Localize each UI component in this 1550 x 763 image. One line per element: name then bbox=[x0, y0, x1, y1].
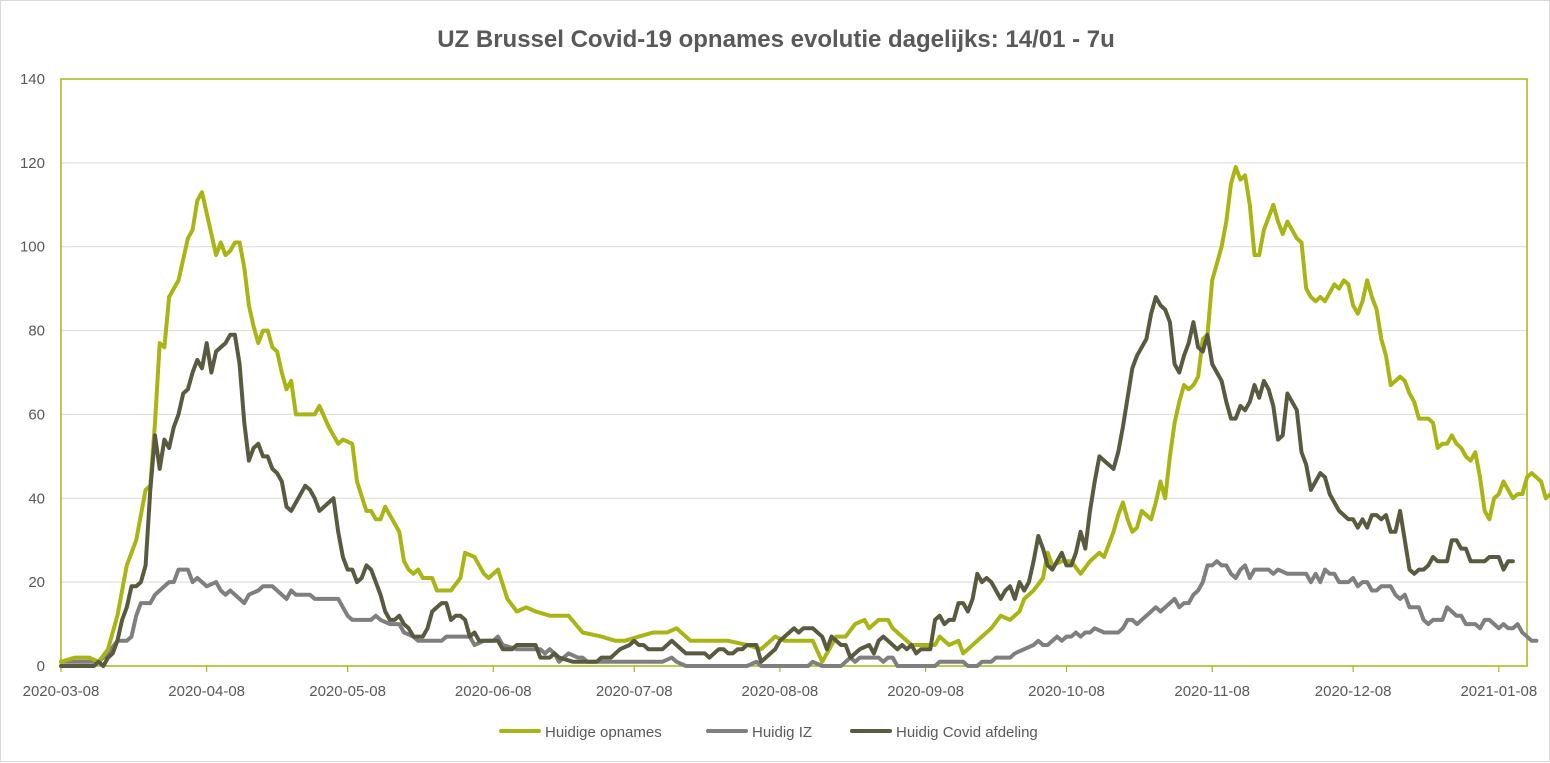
y-tick-label: 60 bbox=[28, 406, 45, 423]
y-axis: 0 20 40 60 80 100 120 140 bbox=[20, 71, 45, 675]
y-tick-label: 80 bbox=[28, 323, 45, 340]
x-tick-label: 2021-01-08 bbox=[1460, 683, 1537, 700]
legend: Huidige opnames Huidig IZ Huidig Covid afd… bbox=[499, 724, 1038, 741]
y-tick-label: 20 bbox=[28, 574, 45, 591]
y-tick-label: 100 bbox=[20, 239, 45, 256]
y-tick-label: 0 bbox=[37, 658, 45, 675]
series-lines bbox=[59, 165, 1550, 668]
y-tick-label: 140 bbox=[20, 71, 45, 88]
chart-title: UZ Brussel Covid-19 opnames evolutie dag… bbox=[437, 26, 1115, 53]
series-line-1 bbox=[59, 559, 1539, 668]
series-line-0 bbox=[59, 165, 1550, 664]
x-tick-label: 2020-11-08 bbox=[1174, 683, 1250, 700]
legend-label: Huidige opnames bbox=[545, 724, 662, 741]
x-tick-label: 2020-05-08 bbox=[309, 683, 386, 700]
x-tick-label: 2020-04-08 bbox=[168, 683, 245, 700]
x-tick-label: 2020-09-08 bbox=[887, 683, 964, 700]
legend-label: Huidig Covid afdeling bbox=[896, 724, 1038, 741]
y-tick-label: 40 bbox=[28, 490, 45, 507]
x-tick-label: 2020-10-08 bbox=[1028, 683, 1105, 700]
legend-label: Huidig IZ bbox=[752, 724, 812, 741]
x-tick-label: 2020-12-08 bbox=[1315, 683, 1392, 700]
x-tick-label: 2020-08-08 bbox=[742, 683, 819, 700]
x-tick-label: 2020-03-08 bbox=[23, 683, 100, 700]
y-tick-label: 120 bbox=[20, 155, 45, 172]
x-tick-label: 2020-07-08 bbox=[596, 683, 673, 700]
x-axis: 2020-03-08 2020-04-08 2020-05-08 2020-06-08… bbox=[23, 666, 1537, 700]
x-tick-label: 2020-06-08 bbox=[455, 683, 532, 700]
series-line-2 bbox=[59, 295, 1515, 668]
